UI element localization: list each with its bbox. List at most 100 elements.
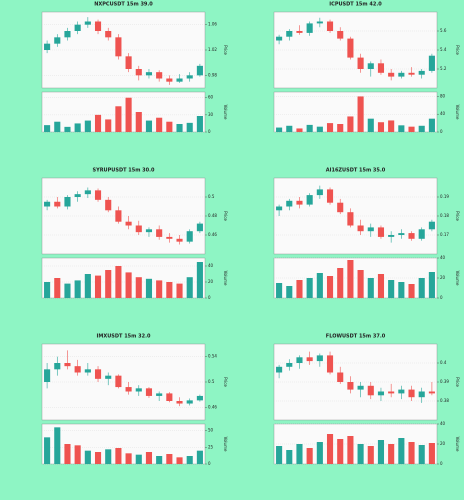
candle-body [428,221,435,230]
candle-body [54,201,61,207]
volume-bar [337,124,344,132]
candle-body [115,210,122,222]
volume-bar [156,117,163,132]
candle-body [186,400,193,404]
volume-bar [296,444,303,464]
candle-body [84,369,91,373]
volume-bar [135,454,142,464]
volume-bar [115,106,122,132]
volume-bar [367,446,374,464]
volume-bar [357,270,364,298]
candle-body [64,363,71,367]
volume-bar [388,444,395,464]
candle-body [428,55,435,71]
volume-axis-label: Volume [223,437,228,452]
chart-title: AI16ZUSDT 15m 35.0 [326,168,386,174]
y-tick-label: 0 [208,129,211,134]
volume-bar [74,123,81,132]
y-tick-label: 30 [208,112,214,117]
volume-axis-label: Volume [455,105,460,120]
volume-bar [115,448,122,464]
y-axis-label: Price [455,377,460,387]
volume-bar [196,450,203,464]
y-tick-label: 50 [208,428,214,433]
volume-bar [276,446,283,464]
candle-body [125,221,132,226]
candle-body [44,201,51,207]
candle-body [377,63,385,73]
candle-body [196,395,203,401]
candle-body [296,357,303,363]
y-tick-label: 0.4 [440,360,447,365]
candle-body [105,199,112,211]
volume-bar [176,283,183,298]
volume-bar [428,272,435,298]
y-tick-label: 5.4 [440,47,447,52]
candle-body [44,43,51,50]
y-tick-label: 0 [440,129,443,134]
volume-bar [316,126,323,132]
candle-body [276,366,283,373]
y-tick-label: 0.19 [440,194,449,199]
candle-body [156,72,163,79]
y-axis-label: Price [223,211,228,221]
candle-body [135,388,142,392]
y-axis-label: Price [223,45,228,55]
volume-bar [428,118,435,132]
volume-bar [94,114,102,132]
candle-body [347,382,354,390]
volume-bar [145,452,153,464]
candle-body [64,197,71,207]
price-plot-area [273,11,438,89]
y-tick-label: 0 [440,461,443,466]
candle-body [367,63,374,69]
y-tick-label: 0 [440,295,443,300]
candle-body [408,389,415,398]
candle-body [176,238,183,242]
candle-body [316,21,323,24]
volume-axis-label: Volume [455,271,460,286]
candle-body [84,21,91,25]
chart-title: NXPCUSDT 15m 39.0 [94,2,153,8]
candle-body [54,37,61,44]
candle-body [176,401,183,404]
volume-bar [94,275,102,298]
candle-body [337,31,344,39]
candle-body [166,78,173,82]
candle-body [156,393,163,396]
volume-bar [408,126,415,132]
volume-bar [357,444,364,464]
y-tick-label: 0.39 [440,379,449,384]
candle-body [296,31,303,33]
y-tick-label: 40 [440,421,446,426]
candle-body [135,69,142,76]
volume-bar [306,278,313,298]
candle-body [145,229,153,233]
volume-bar [156,280,163,298]
volume-bar [316,442,323,464]
volume-bar [166,121,173,132]
volume-bar [388,120,395,132]
volume-bar [286,125,293,132]
volume-bar [276,127,283,132]
y-tick-label: 80 [440,93,446,98]
candle-body [296,200,303,205]
volume-bar [286,450,293,464]
y-tick-label: 5.6 [440,28,447,33]
y-tick-label: 0.18 [440,213,449,218]
volume-bar [64,283,71,298]
chart-title: FLOWUSDT 15m 37.0 [326,334,386,340]
volume-bar [418,445,425,464]
candle-body [196,65,203,76]
candle-body [196,223,203,232]
candle-body [276,206,283,211]
volume-bar [286,286,293,298]
candle-body [94,190,102,200]
y-tick-label: 0.98 [208,72,217,77]
volume-bar [367,278,374,298]
volume-bar [347,260,354,298]
volume-bar [398,282,405,298]
volume-bar [105,119,112,132]
y-tick-label: 0 [208,461,211,466]
volume-bar [408,442,415,464]
